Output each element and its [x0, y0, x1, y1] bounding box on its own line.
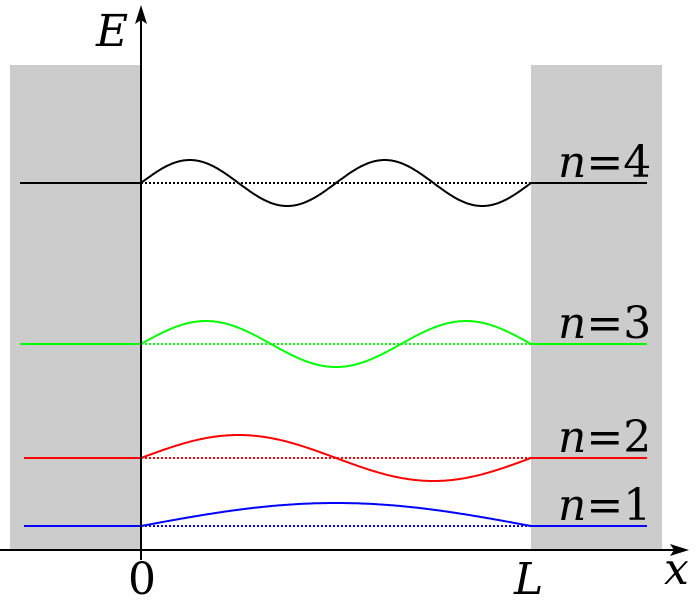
- x-axis-arrow-icon: [670, 544, 689, 556]
- wavefunction-n4: [140, 159, 532, 207]
- level-label-n3: n=3: [558, 298, 651, 349]
- y-axis-label: E: [95, 6, 128, 57]
- x-origin-label: 0: [128, 554, 156, 600]
- level-label-n4: n=4: [558, 137, 651, 188]
- x-axis-label: x: [664, 544, 689, 595]
- y-axis-arrow-icon: [135, 5, 147, 24]
- level-label-n2: n=2: [558, 412, 651, 463]
- level-label-n1: n=1: [558, 480, 651, 531]
- wavefunction-n3: [140, 320, 532, 368]
- wavefunction-n1: [140, 502, 532, 527]
- right-wall: [531, 65, 662, 550]
- left-wall: [10, 65, 141, 550]
- x-end-label: L: [513, 554, 543, 600]
- wavefunction-n2: [140, 434, 532, 482]
